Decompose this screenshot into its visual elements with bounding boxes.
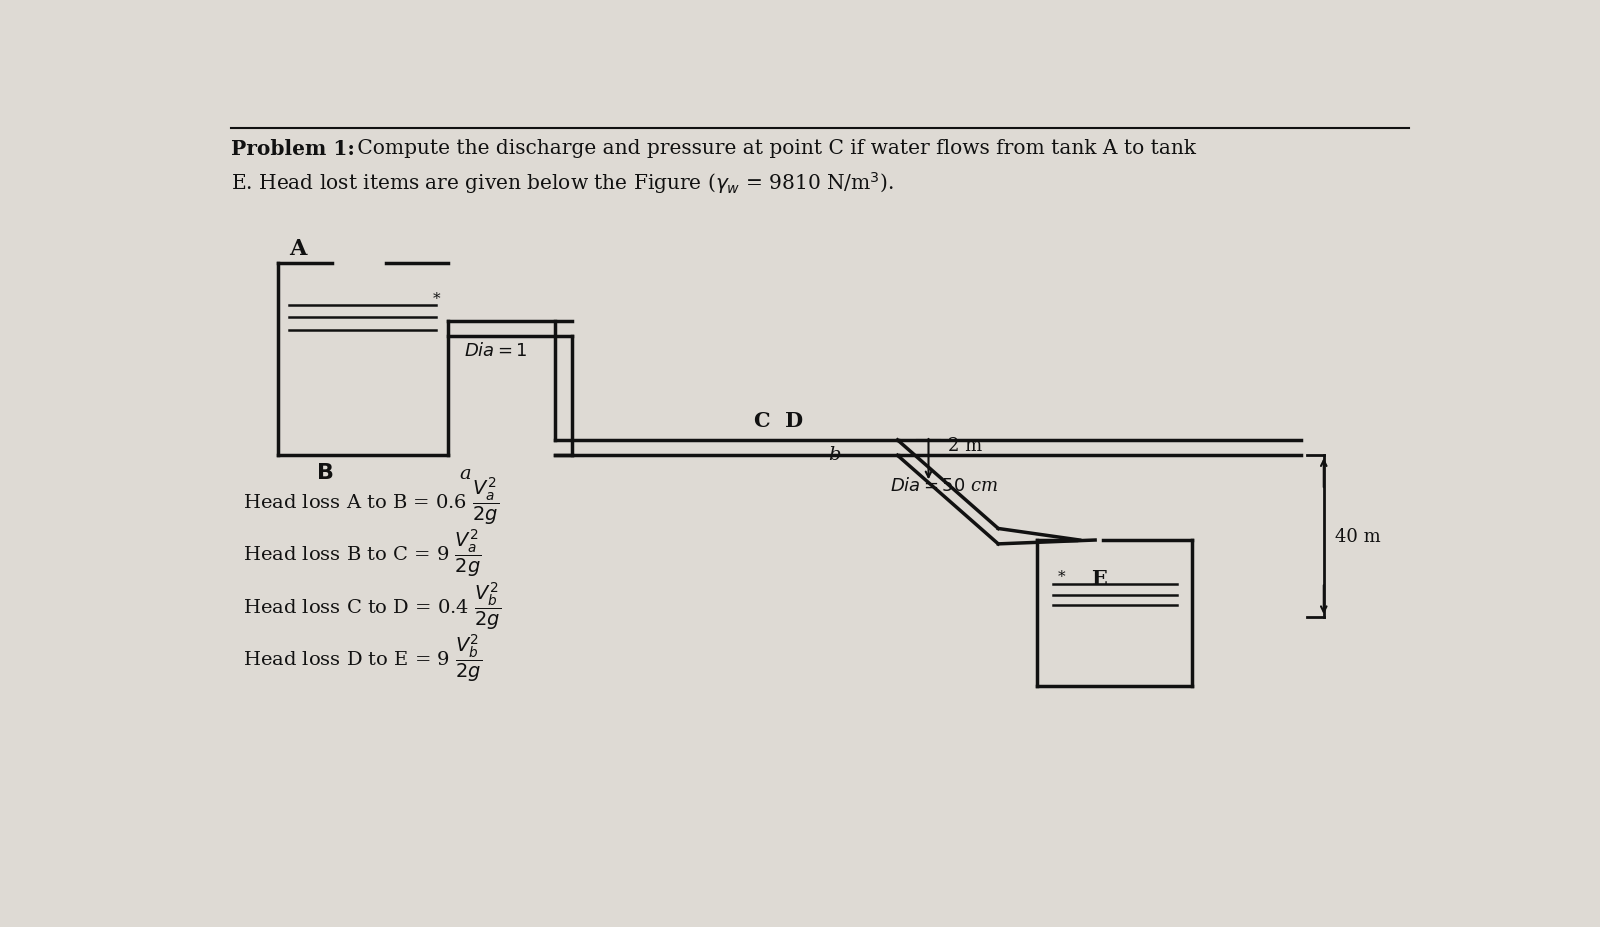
Text: $\mathbf{B}$: $\mathbf{B}$ <box>317 462 334 484</box>
Text: 2 m: 2 m <box>947 437 982 454</box>
Text: Head loss D to E = 9 $\dfrac{V_b^2}{2g}$: Head loss D to E = 9 $\dfrac{V_b^2}{2g}$ <box>243 632 482 683</box>
Text: E: E <box>1091 568 1107 589</box>
Text: Head loss A to B = 0.6 $\dfrac{V_a^2}{2g}$: Head loss A to B = 0.6 $\dfrac{V_a^2}{2g… <box>243 475 499 527</box>
Text: Head loss C to D = 0.4 $\dfrac{V_b^2}{2g}$: Head loss C to D = 0.4 $\dfrac{V_b^2}{2g… <box>243 579 501 631</box>
Text: C  D: C D <box>754 411 803 431</box>
Text: Problem 1:: Problem 1: <box>230 139 355 159</box>
Text: 40 m: 40 m <box>1336 527 1381 546</box>
Text: A: A <box>290 237 307 260</box>
Text: *: * <box>432 292 440 306</box>
Text: Compute the discharge and pressure at point C if water flows from tank A to tank: Compute the discharge and pressure at po… <box>350 139 1197 158</box>
Text: *: * <box>1058 569 1066 583</box>
Text: E. Head lost items are given below the Figure ($\gamma_w$ = 9810 N/m$^3$).: E. Head lost items are given below the F… <box>230 170 894 196</box>
Text: $Dia = 50$ cm: $Dia = 50$ cm <box>890 476 998 494</box>
Text: b: b <box>827 446 840 464</box>
Text: a: a <box>459 465 472 483</box>
Text: Head loss B to C = 9 $\dfrac{V_a^2}{2g}$: Head loss B to C = 9 $\dfrac{V_a^2}{2g}$ <box>243 527 482 578</box>
Text: $Dia = 1$: $Dia = 1$ <box>464 342 528 360</box>
